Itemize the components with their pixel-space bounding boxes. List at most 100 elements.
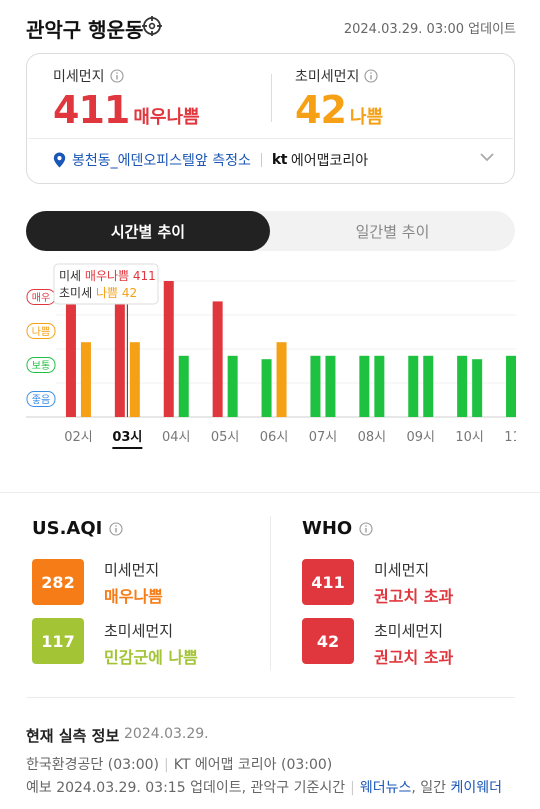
- pm10-grade: 매우나쁨: [133, 107, 200, 128]
- tooltip-label: 미세: [59, 269, 85, 283]
- bar-pm25: [374, 355, 385, 417]
- source-kt: KT 에어맵 코리아 (03:00): [173, 757, 333, 773]
- pm10-label: 미세먼지: [53, 69, 105, 85]
- x-tick-label: 05시: [211, 430, 240, 445]
- bar-pm25: [325, 355, 336, 417]
- trend-tabs: 시간별 추이 일간별 추이: [26, 211, 515, 251]
- who-pm10-grade: 권고치 초과: [374, 587, 454, 606]
- bar-pm25: [178, 355, 189, 417]
- forecast-mid: , 일간: [411, 780, 451, 796]
- pm10-summary: 미세먼지 411 매우나쁨: [53, 66, 200, 132]
- crosshair-icon[interactable]: [142, 16, 162, 36]
- bar-pm25: [472, 359, 483, 417]
- forecast-text: 예보 2024.03.29. 03:15 업데이트, 관악구 기준시간: [26, 780, 346, 796]
- summary-card: 미세먼지 411 매우나쁨 초미세먼지 42 나쁨: [26, 53, 515, 184]
- x-tick-label: 06시: [260, 430, 289, 445]
- divider: [270, 516, 271, 670]
- bar-pm10: [457, 355, 468, 417]
- divider: |: [164, 757, 169, 773]
- x-tick-label: 07시: [309, 430, 338, 445]
- bar-pm25: [129, 342, 140, 417]
- grade-pill-2: [26, 357, 56, 373]
- kt-logo: kt: [271, 152, 288, 168]
- grade-pill-label: 나쁨: [32, 326, 50, 338]
- divider: |: [350, 780, 355, 796]
- location-pin-icon: [53, 152, 66, 168]
- usaqi-pm10-badge: 282: [32, 559, 84, 605]
- info-icon[interactable]: [359, 521, 373, 536]
- x-tick-label: 08시: [358, 430, 387, 445]
- tooltip-row: 초미세 나쁨 42: [59, 286, 137, 300]
- usaqi-title: US.AQI: [32, 518, 103, 539]
- bar-pm10: [212, 301, 223, 417]
- bar-pm25: [80, 342, 91, 417]
- pm10-value: 411: [53, 88, 130, 132]
- kweather-link[interactable]: 케이웨더: [450, 780, 503, 796]
- weathernews-link[interactable]: 웨더뉴스: [359, 780, 412, 796]
- tab-hourly[interactable]: 시간별 추이: [26, 211, 270, 251]
- bar-pm10: [408, 355, 419, 417]
- who-title: WHO: [302, 518, 353, 539]
- tooltip-value: 매우나쁨 411: [85, 269, 156, 283]
- bar-pm25: [276, 342, 287, 417]
- station-name[interactable]: 봉천동_에덴오피스텔앞 측정소: [72, 153, 251, 169]
- x-tick-label: 10시: [455, 430, 484, 445]
- source-line: 한국환경공단 (03:00) | KT 에어맵 코리아 (03:00): [26, 754, 332, 774]
- chevron-down-icon[interactable]: [480, 152, 494, 162]
- bar-pm10: [261, 359, 272, 417]
- x-tick-label: 04시: [162, 430, 191, 445]
- usaqi-pm25-label: 초미세먼지: [104, 622, 174, 640]
- info-icon[interactable]: [364, 69, 378, 83]
- bar-pm25: [423, 355, 434, 417]
- updated-time: 2024.03.29. 03:00 업데이트: [343, 22, 516, 37]
- tooltip-box: [53, 263, 159, 305]
- who-section: WHO: [302, 518, 373, 539]
- who-pm10-badge: 411: [302, 559, 354, 605]
- tooltip-label: 초미세: [59, 286, 96, 300]
- bar-pm10: [506, 355, 516, 417]
- usaqi-pm25-grade: 민감군에 나쁨: [104, 648, 198, 667]
- bar-pm25: [227, 355, 238, 417]
- usaqi-pm25-badge: 117: [32, 618, 84, 664]
- usaqi-pm10-label: 미세먼지: [104, 561, 160, 579]
- forecast-line: 예보 2024.03.29. 03:15 업데이트, 관악구 기준시간 | 웨더뉴스…: [26, 777, 502, 797]
- grade-pill-3: [26, 391, 56, 407]
- realtime-title: 현재 실측 정보: [26, 727, 120, 745]
- divider: [260, 153, 262, 167]
- info-icon[interactable]: [109, 69, 124, 83]
- grade-pill-label: 보통: [32, 360, 50, 372]
- header: 관악구 행운동 2024.03.29. 03:00 업데이트: [26, 12, 516, 42]
- divider: [271, 74, 272, 122]
- grade-pill-label: 좋음: [32, 394, 50, 406]
- bar-pm10: [114, 281, 125, 417]
- station-row[interactable]: 봉천동_에덴오피스텔앞 측정소 kt 에어맵코리아: [53, 150, 368, 170]
- pm25-label: 초미세먼지: [295, 69, 360, 85]
- usaqi-section: US.AQI: [32, 518, 123, 539]
- who-pm10-label: 미세먼지: [374, 561, 430, 579]
- who-pm25-badge: 42: [302, 618, 354, 664]
- location-title[interactable]: 관악구 행운동: [26, 18, 144, 42]
- grade-pill-1: [26, 323, 56, 339]
- who-pm25-label: 초미세먼지: [374, 622, 444, 640]
- usaqi-pm10-grade: 매우나쁨: [104, 587, 163, 606]
- tooltip-value: 나쁨 42: [96, 286, 137, 300]
- who-pm25-grade: 권고치 초과: [374, 648, 454, 667]
- pm25-value: 42: [295, 88, 347, 132]
- tab-daily[interactable]: 일간별 추이: [355, 222, 430, 241]
- grade-pill-label: 매우: [32, 292, 50, 304]
- bar-pm10: [359, 355, 370, 417]
- info-icon[interactable]: [109, 521, 123, 536]
- divider: [26, 697, 515, 698]
- source-airkorea: 한국환경공단 (03:00): [26, 757, 159, 773]
- x-tick-label: 02시: [64, 430, 93, 445]
- pm25-grade: 나쁨: [349, 107, 384, 128]
- x-tick-label: 03시: [112, 430, 142, 445]
- divider: [0, 492, 540, 493]
- x-tick-label: 09시: [406, 430, 435, 445]
- bar-pm10: [310, 355, 321, 417]
- provider-name: 에어맵코리아: [290, 153, 369, 169]
- bar-pm10: [65, 281, 76, 417]
- x-tick-label: 11시: [504, 430, 516, 445]
